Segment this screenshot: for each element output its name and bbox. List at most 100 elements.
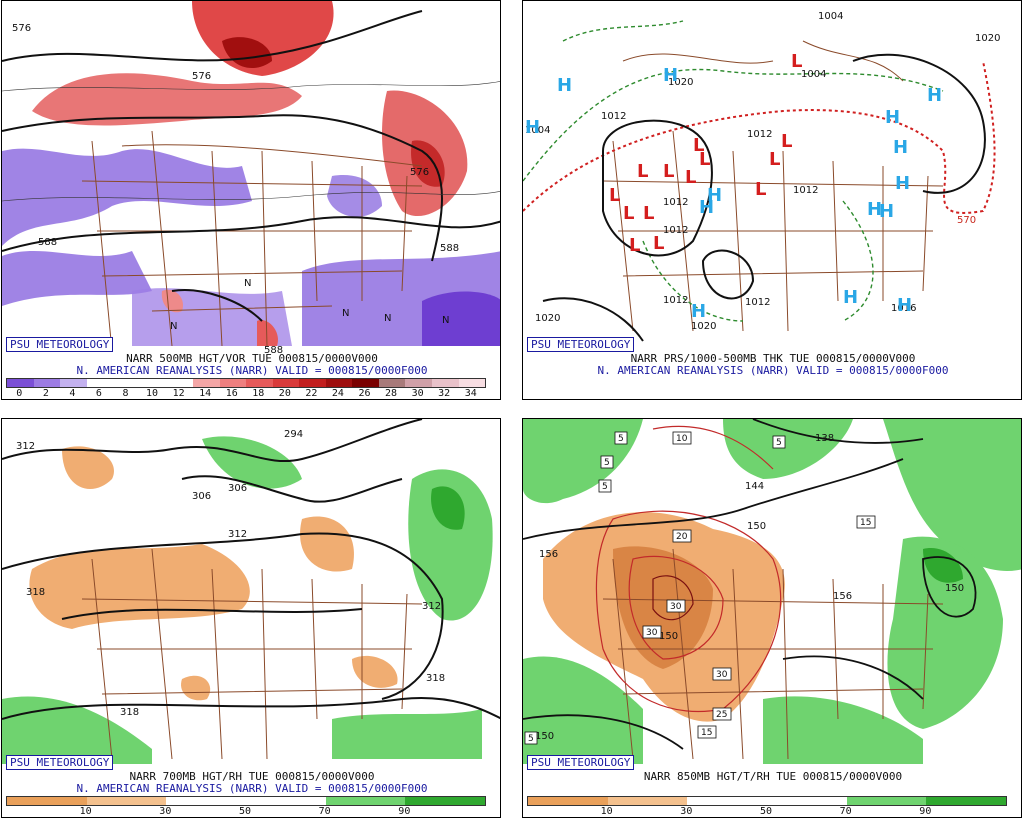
high-pressure-marker: H <box>879 201 894 222</box>
scale-tick-label: 4 <box>69 388 76 399</box>
box-label-frame <box>600 455 614 469</box>
low-pressure-marker: L <box>653 233 664 254</box>
scale-tick-label: 70 <box>318 806 331 817</box>
scale-tick-label: 0 <box>16 388 23 399</box>
vort-min-label: N <box>244 278 251 289</box>
temperature-box-label: 5 <box>528 734 534 744</box>
scale-tick-label: 30 <box>680 806 693 817</box>
box-label-frame <box>524 731 538 745</box>
contour-label: 150 <box>659 631 678 642</box>
contour-label: 312 <box>228 529 247 540</box>
contour-label: 306 <box>192 491 211 502</box>
contour-label: 306 <box>228 483 247 494</box>
scale-tick-label: 6 <box>95 388 102 399</box>
low-pressure-marker: L <box>609 185 620 206</box>
contour-label: 312 <box>422 601 441 612</box>
scale-tick-label: 90 <box>919 806 932 817</box>
isobar-label: 1012 <box>663 225 688 236</box>
color-scale <box>6 378 486 388</box>
color-scale <box>6 796 486 806</box>
contour-label: 150 <box>747 521 766 532</box>
scale-swatch <box>405 797 486 805</box>
vort-min-label: N <box>442 315 449 326</box>
temperature-box-label: 5 <box>604 458 610 468</box>
high-pressure-marker: H <box>557 75 572 96</box>
pressure-map: 1004 1020 1004 1020 1012 1012 1012 1012 … <box>523 11 1000 342</box>
scale-tick-label: 24 <box>331 388 344 399</box>
temperature-box-label: 5 <box>618 434 624 444</box>
scale-swatch <box>139 379 167 387</box>
temperature-box-label: 5 <box>602 482 608 492</box>
contour-label: 156 <box>833 591 852 602</box>
scale-swatch <box>113 379 140 387</box>
scale-ticks: 10 30 50 70 90 <box>6 806 484 817</box>
thickness-label: 570 <box>957 215 976 226</box>
low-pressure-marker: L <box>623 203 634 224</box>
contour-label: 156 <box>539 549 558 560</box>
contour-label: 144 <box>745 481 764 492</box>
scale-tick-label: 70 <box>839 806 852 817</box>
box-label-frame <box>856 515 876 529</box>
scale-tick-label: 10 <box>600 806 613 817</box>
isobar-label: 1012 <box>745 297 770 308</box>
temperature-box-label: 30 <box>670 602 682 612</box>
isobar-label: 1004 <box>818 11 843 22</box>
scale-swatch <box>86 379 114 387</box>
vort-min-label: N <box>170 321 177 332</box>
scale-tick-label: 26 <box>358 388 371 399</box>
high-pressure-marker: H <box>893 137 908 158</box>
vort-min-label: N <box>384 313 391 324</box>
panel-title: NARR 500MB HGT/VOR TUE 000815/0000V000 <box>126 352 378 365</box>
low-pressure-marker: L <box>663 161 674 182</box>
scale-tick-label: 12 <box>172 388 185 399</box>
high-pressure-marker: H <box>867 199 882 220</box>
isobar-label: 1004 <box>525 125 550 136</box>
contour-label: 588 <box>38 237 57 248</box>
contour-label: 318 <box>26 587 45 598</box>
isobar-label: 1012 <box>747 129 772 140</box>
isobar-label: 1020 <box>668 77 693 88</box>
panel-subtitle: N. AMERICAN REANALYSIS (NARR) VALID = 00… <box>76 782 428 795</box>
scale-ticks: 0 2 4 6 8 10 12 14 16 18 20 22 24 26 28 30 32 34 <box>6 388 484 399</box>
scale-swatch <box>432 379 459 387</box>
panel-subtitle: N. AMERICAN REANALYSIS (NARR) VALID = 00… <box>597 364 949 377</box>
box-label-frame <box>772 435 786 449</box>
temperature-box-label: 15 <box>701 728 712 738</box>
scale-tick-label: 30 <box>411 388 424 399</box>
panel-850mb-temperature-humidity: 138 144 150 156 156 150 150 150 5 10 5 5 5 15… <box>522 418 1022 818</box>
contour-label: 576 <box>410 167 429 178</box>
contour-label: 588 <box>440 243 459 254</box>
scale-swatch <box>7 797 87 805</box>
low-pressure-marker: L <box>643 203 654 224</box>
scale-tick-label: 2 <box>42 388 49 399</box>
low-pressure-marker: L <box>769 149 780 170</box>
scale-ticks: 10 30 50 70 90 <box>527 806 1005 817</box>
high-pressure-marker: H <box>897 295 912 316</box>
isobar-label: 1012 <box>663 197 688 208</box>
scale-tick-label: 10 <box>79 806 92 817</box>
scale-tick-label: 34 <box>464 388 477 399</box>
scale-tick-label: 32 <box>438 388 451 399</box>
box-label-frame <box>614 431 628 445</box>
scale-swatch <box>299 379 326 387</box>
contour-label: 318 <box>120 707 139 718</box>
psu-badge: PSU METEOROLOGY <box>527 337 635 352</box>
contour-label: 150 <box>945 583 964 594</box>
box-label-frame <box>712 707 732 721</box>
low-pressure-marker: L <box>693 135 704 156</box>
scale-swatch <box>528 797 608 805</box>
scale-swatch <box>378 379 406 387</box>
scale-tick-label: 20 <box>278 388 291 399</box>
scale-swatch <box>767 797 847 805</box>
box-label-frame <box>697 725 717 739</box>
isobar-label: 1020 <box>975 33 1000 44</box>
scale-swatch <box>458 379 486 387</box>
psu-badge: PSU METEOROLOGY <box>6 337 114 352</box>
isobar-label: 1004 <box>801 69 826 80</box>
isobar-label: 1012 <box>663 295 688 306</box>
humidity-700-map: 312 306 306 294 312 318 312 318 318 <box>2 419 500 764</box>
scale-swatch <box>687 797 768 805</box>
box-label-frame <box>666 599 686 613</box>
contour-label: 138 <box>815 433 834 444</box>
isobar-label: 1012 <box>601 111 626 122</box>
